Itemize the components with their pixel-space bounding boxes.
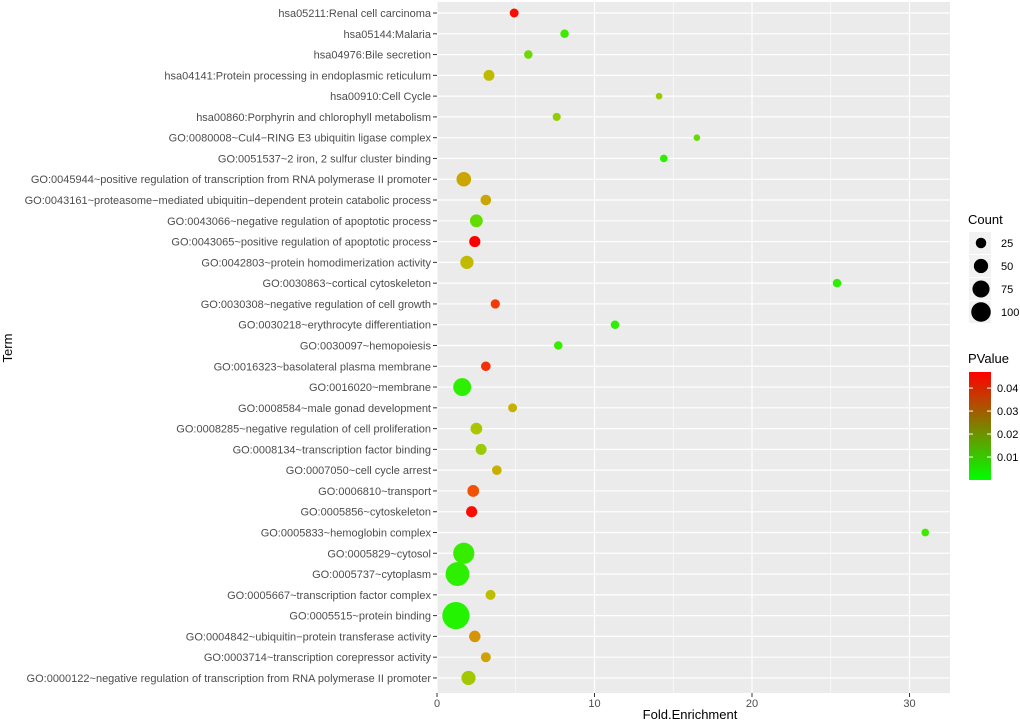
term-label: GO:0005737~cytoplasm — [312, 569, 431, 581]
term-label: GO:0005833~hemoglobin complex — [261, 528, 432, 540]
count-key-label: 100 — [1001, 307, 1019, 319]
term-label: GO:0030308~negative regulation of cell g… — [201, 299, 431, 311]
x-tick-label: 30 — [903, 698, 915, 710]
data-point — [508, 403, 518, 413]
data-point — [469, 630, 481, 643]
data-point — [469, 235, 481, 248]
term-label: hsa04976:Bile secretion — [314, 50, 431, 62]
term-label: hsa04141:Protein processing in endoplasm… — [164, 70, 431, 82]
x-tick-label: 20 — [746, 698, 758, 710]
term-label: GO:0004842~ubiquitin−protein transferase… — [186, 631, 432, 643]
data-point — [560, 29, 569, 39]
count-key-label: 25 — [1001, 238, 1013, 250]
data-point — [552, 112, 561, 121]
x-axis-title: Fold.Enrichment — [643, 707, 738, 721]
count-key — [971, 302, 991, 322]
pvalue-legend-title: PValue — [968, 351, 1009, 366]
term-label: GO:0005829~cytosol — [327, 548, 431, 560]
data-point — [490, 299, 500, 309]
data-point — [456, 171, 472, 187]
data-point — [481, 361, 491, 372]
term-label: GO:0051537~2 iron, 2 sulfur cluster bind… — [218, 153, 431, 165]
x-tick-label: 10 — [588, 698, 600, 710]
term-label: GO:0005856~cytoskeleton — [300, 507, 431, 519]
term-label: GO:0008285~negative regulation of cell p… — [176, 424, 431, 436]
term-label: GO:0008584~male gonad development — [238, 403, 431, 415]
data-points — [442, 8, 930, 686]
term-label: GO:0080008~Cul4−RING E3 ubiquitin ligase… — [169, 133, 432, 145]
term-labels: hsa05211:Renal cell carcinoma hsa05144:Ma… — [25, 8, 437, 685]
data-point — [524, 50, 533, 59]
term-label: GO:0042803~protein homodimerization acti… — [201, 257, 431, 269]
term-label: GO:0043161~proteasome−mediated ubiquitin… — [25, 195, 432, 207]
term-label: GO:0007050~cell cycle arrest — [286, 465, 431, 477]
data-point — [485, 589, 496, 600]
term-label: GO:0043065~positive regulation of apopto… — [171, 237, 431, 249]
x-tick-label: 0 — [434, 698, 440, 710]
data-point — [467, 485, 480, 497]
grid-lines — [436, 2, 950, 693]
term-label: GO:0000122~negative regulation of transc… — [27, 673, 432, 685]
term-label: GO:0008134~transcription factor binding — [233, 444, 431, 456]
data-point — [461, 670, 476, 686]
pvalue-colorbar — [969, 372, 991, 480]
data-point — [483, 69, 495, 81]
data-point — [453, 378, 472, 397]
pvalue-tick-label: 0.04 — [997, 383, 1018, 395]
count-key — [975, 237, 987, 249]
data-point — [693, 134, 701, 141]
term-label: GO:0005667~transcription factor complex — [227, 590, 431, 602]
data-point — [492, 465, 502, 475]
count-key-label: 50 — [1001, 261, 1013, 273]
term-label: GO:0006810~transport — [318, 486, 431, 498]
data-point — [445, 562, 470, 586]
data-point — [480, 194, 492, 206]
term-label: hsa00860:Porphyrin and chlorophyll metab… — [196, 112, 431, 124]
data-point — [460, 255, 474, 269]
term-label: hsa05211:Renal cell carcinoma — [278, 8, 432, 20]
data-point — [659, 154, 668, 163]
data-point — [470, 422, 483, 435]
data-point — [480, 652, 491, 663]
term-label: GO:0016323~basolateral plasma membrane — [214, 361, 431, 373]
count-legend-title: Count — [968, 212, 1003, 227]
data-point — [921, 528, 930, 537]
pvalue-tick-label: 0.01 — [997, 452, 1018, 464]
data-point — [475, 443, 487, 455]
term-label: GO:0030863~cortical cytoskeleton — [263, 278, 431, 290]
pvalue-tick-label: 0.02 — [997, 429, 1018, 441]
term-label: GO:0030218~erythrocyte differentiation — [238, 320, 431, 332]
data-point — [832, 278, 842, 288]
term-label: GO:0045944~positive regulation of transc… — [31, 174, 432, 186]
term-label: GO:0003714~transcription corepressor act… — [204, 652, 432, 664]
pvalue-tick-label: 0.03 — [997, 406, 1018, 418]
count-key — [972, 280, 990, 298]
count-key — [973, 258, 989, 274]
term-label: GO:0016020~membrane — [309, 382, 431, 394]
y-axis-title: Term — [0, 334, 15, 363]
count-legend: Count 25 50 75 100 — [968, 212, 1019, 323]
data-point — [442, 602, 470, 630]
plot-panel — [437, 2, 950, 693]
data-point — [453, 542, 475, 564]
term-label: GO:0005515~protein binding — [289, 611, 431, 623]
pvalue-legend: PValue 0.04 0.03 0.02 0.01 — [968, 351, 1018, 480]
count-key-label: 75 — [1001, 284, 1013, 296]
term-label: hsa05144:Malaria — [344, 29, 432, 41]
data-point — [509, 8, 519, 18]
term-label: hsa00910:Cell Cycle — [330, 91, 431, 103]
data-point — [554, 341, 563, 350]
x-axis: 0 10 20 30 — [434, 693, 916, 710]
data-point — [610, 320, 620, 329]
term-label: GO:0043066~negative regulation of apopto… — [167, 216, 431, 228]
data-point — [466, 506, 478, 518]
data-point — [469, 214, 483, 228]
data-point — [655, 92, 663, 100]
term-label: GO:0030097~hemopoiesis — [300, 340, 432, 352]
